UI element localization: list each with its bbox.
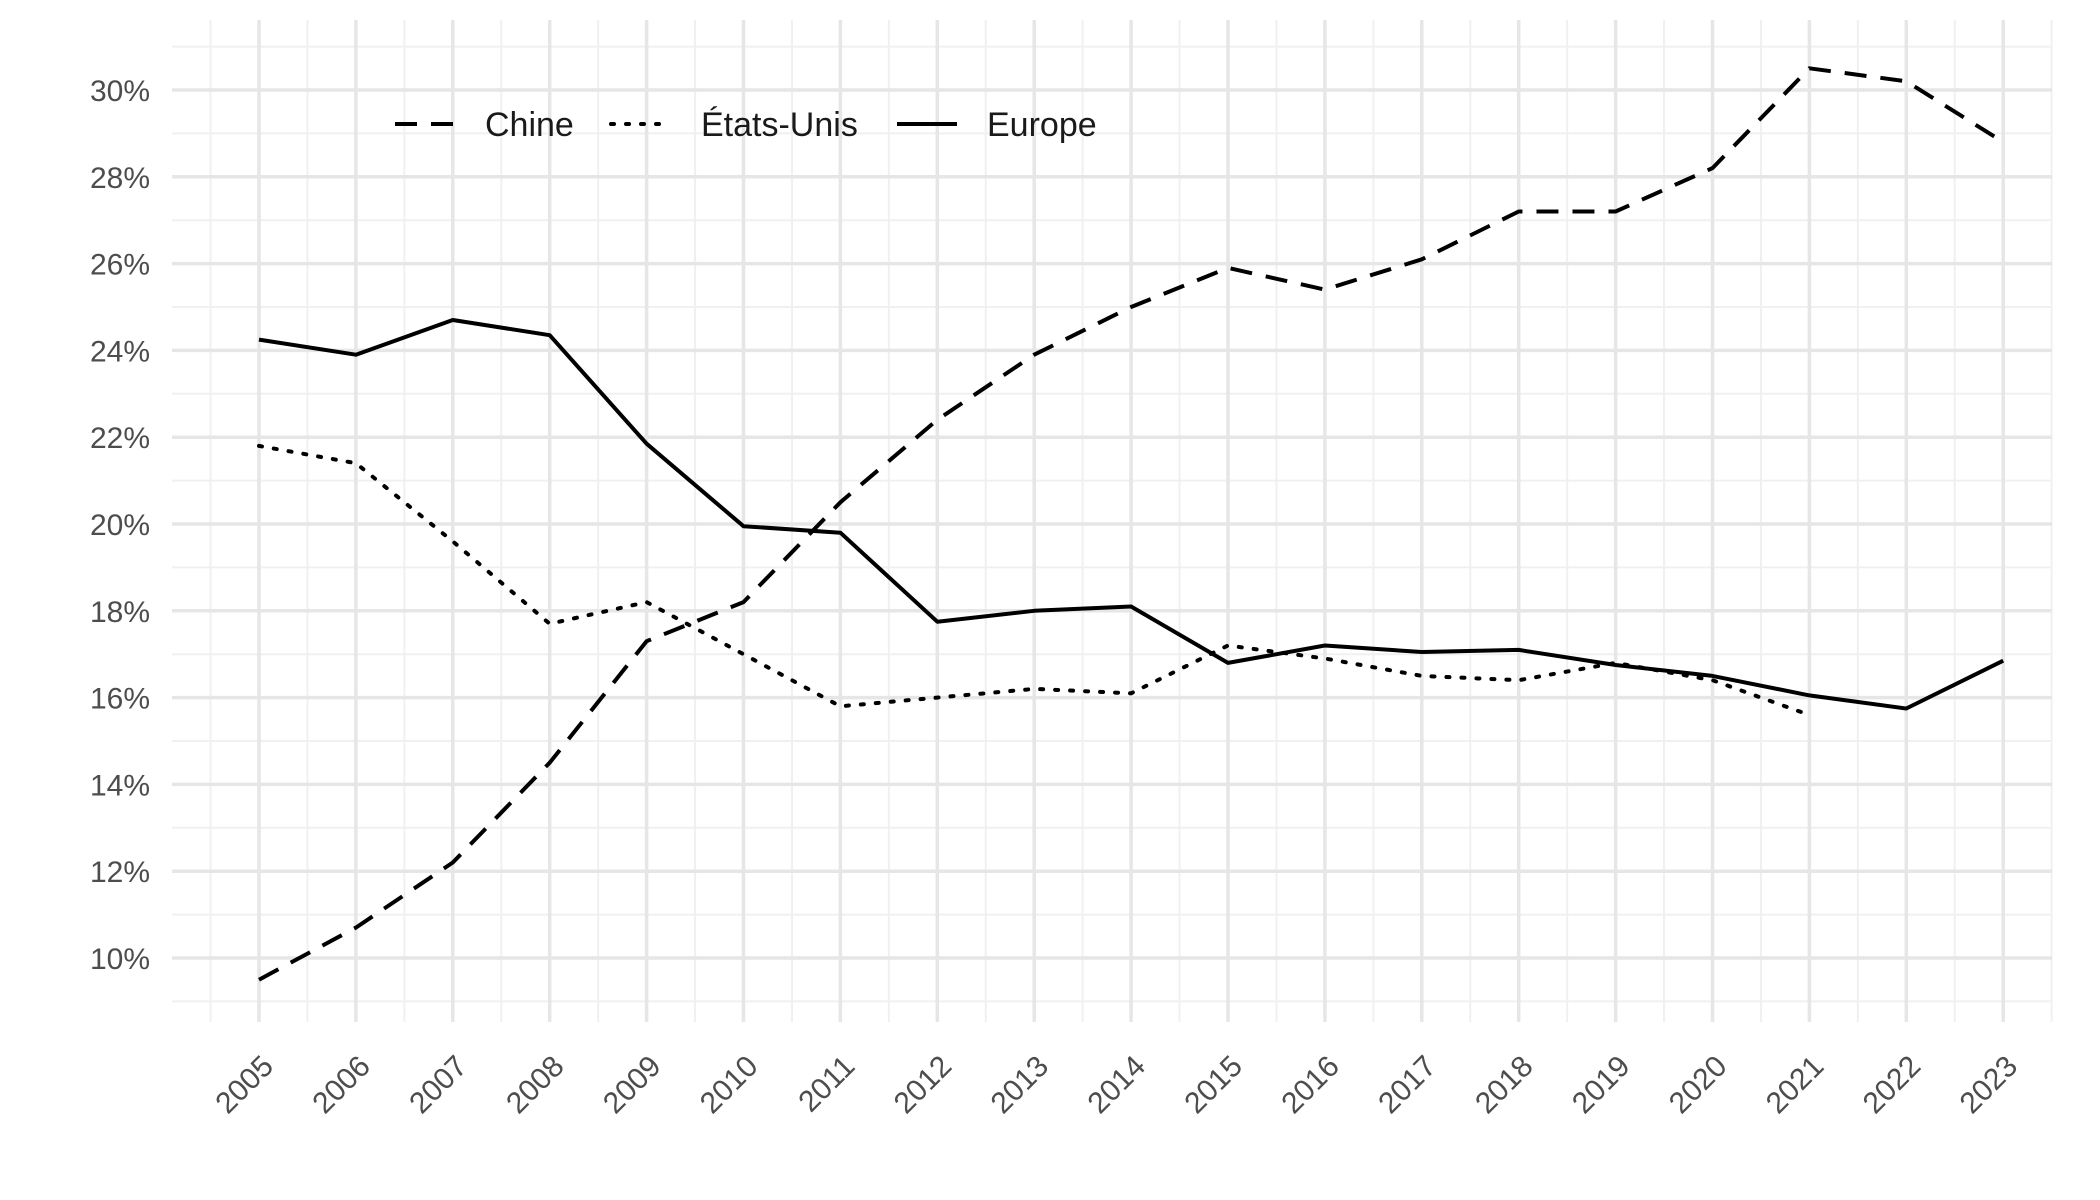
x-tick-label: 2015 [1178, 1050, 1249, 1121]
x-tick-label: 2020 [1663, 1050, 1734, 1121]
series-line-europe [258, 318, 2005, 711]
x-tick-label: 2010 [694, 1050, 765, 1121]
y-tick-label: 16% [90, 683, 150, 716]
x-tick-label: 2023 [1954, 1050, 2025, 1121]
minor-gridlines [172, 20, 2053, 1022]
y-tick-label: 28% [90, 162, 150, 195]
y-tick-label: 30% [90, 75, 150, 108]
series-line-chine [258, 66, 2005, 982]
x-tick-label: 2007 [403, 1050, 474, 1121]
x-axis: 2005 2006 2007 2008 2009 2010 2011 2012 2013 2014… [209, 1050, 2024, 1121]
x-tick-label: 2005 [209, 1050, 280, 1121]
legend: Chine États-Unis Europe [395, 106, 1097, 144]
major-gridlines [172, 20, 2052, 1022]
x-tick-label: 2014 [1082, 1050, 1153, 1121]
series-line-etats-unis [257, 443, 1812, 717]
x-tick-label: 2008 [500, 1050, 571, 1121]
y-tick-label: 20% [90, 509, 150, 542]
series-lines [257, 66, 2005, 982]
x-tick-label: 2022 [1857, 1050, 1928, 1121]
y-tick-label: 12% [90, 856, 150, 889]
y-tick-label: 26% [90, 249, 150, 282]
legend-label-etats-unis: États-Unis [701, 106, 858, 144]
legend-label-europe: Europe [987, 106, 1097, 144]
x-tick-label: 2018 [1469, 1050, 1540, 1121]
x-tick-label: 2011 [792, 1050, 861, 1119]
x-tick-label: 2013 [985, 1050, 1056, 1121]
x-tick-label: 2019 [1566, 1050, 1637, 1121]
y-tick-label: 14% [90, 769, 150, 802]
y-axis: 10% 12% 14% 16% 18% 20% 22% 24% 26% 28% 30% [90, 75, 150, 976]
x-tick-label: 2012 [888, 1050, 959, 1121]
x-tick-label: 2017 [1372, 1050, 1443, 1121]
x-tick-label: 2009 [597, 1050, 668, 1121]
y-tick-label: 10% [90, 943, 150, 976]
y-tick-label: 24% [90, 335, 150, 368]
x-tick-label: 2006 [306, 1050, 377, 1121]
x-tick-label: 2021 [1760, 1050, 1831, 1121]
legend-label-chine: Chine [485, 106, 574, 144]
y-tick-label: 22% [90, 422, 150, 455]
x-tick-label: 2016 [1275, 1050, 1346, 1121]
y-tick-label: 18% [90, 596, 150, 629]
